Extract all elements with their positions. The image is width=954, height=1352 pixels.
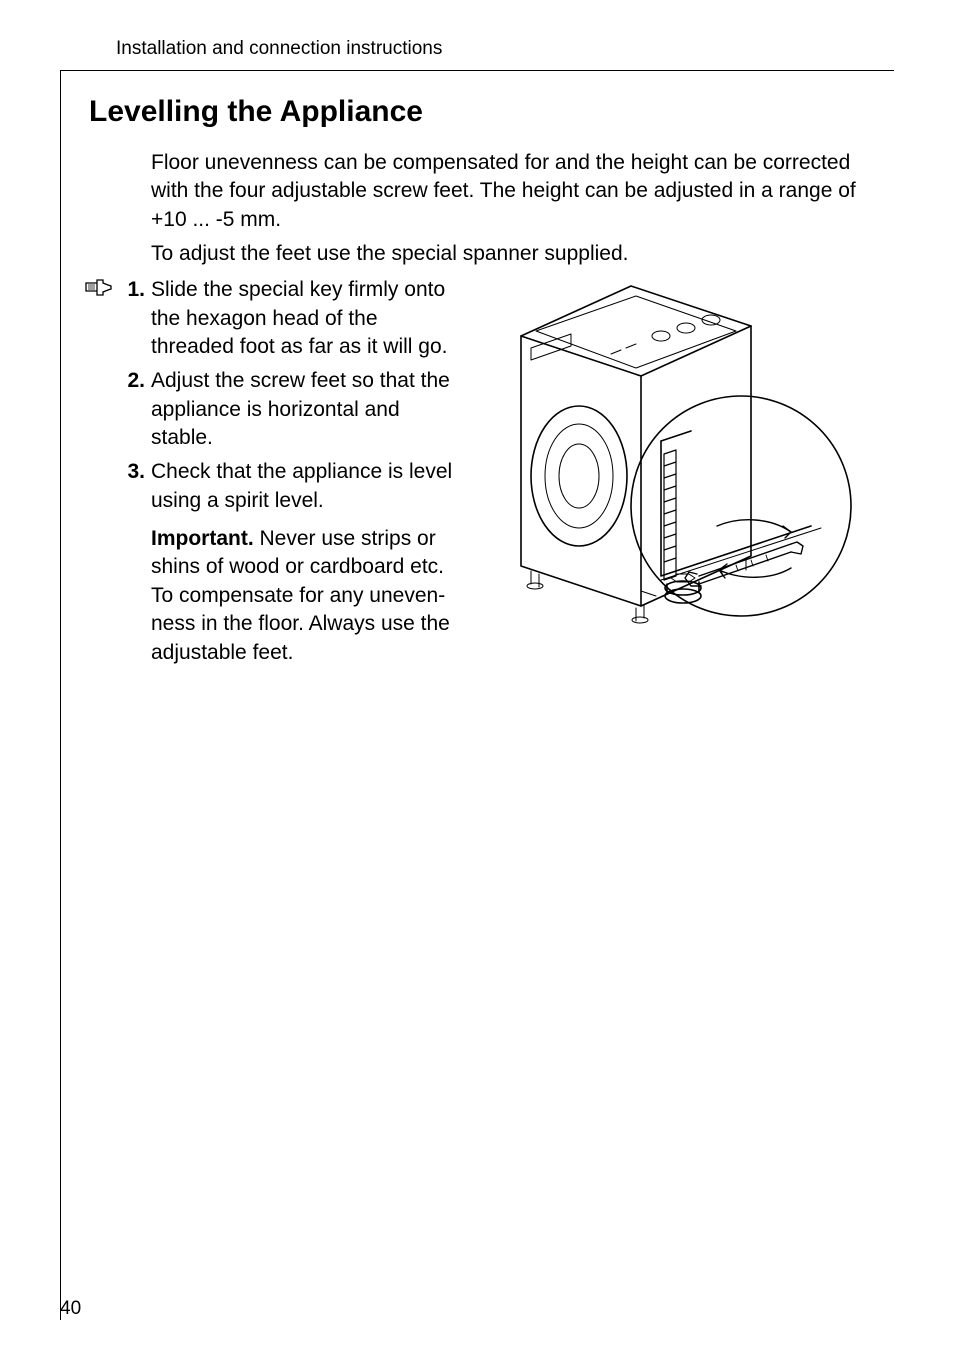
diagram-column bbox=[461, 276, 894, 666]
running-header: Installation and connection instructions bbox=[60, 38, 894, 70]
hand-pointer-icon bbox=[61, 276, 115, 361]
content-row: 1. Slide the special key firmly onto the… bbox=[61, 276, 894, 666]
important-label: Important. bbox=[151, 527, 254, 550]
content-frame: Levelling the Appliance Floor unevenness… bbox=[60, 70, 894, 1320]
step-1: 1. Slide the special key firmly onto the… bbox=[61, 276, 461, 361]
step-text: Slide the special key firmly onto the he… bbox=[151, 276, 461, 361]
step-number: 2. bbox=[115, 367, 151, 452]
intro-paragraph-1: Floor unevenness can be compensated for … bbox=[61, 149, 894, 234]
step-text: Adjust the screw feet so that the applia… bbox=[151, 367, 461, 452]
step-2: 2. Adjust the screw feet so that the app… bbox=[61, 367, 461, 452]
intro-paragraph-2: To adjust the feet use the special spann… bbox=[61, 240, 894, 268]
step-text: Check that the appliance is level using … bbox=[151, 458, 461, 515]
step-number: 1. bbox=[115, 276, 151, 361]
levelling-diagram bbox=[461, 276, 861, 636]
page-container: Installation and connection instructions… bbox=[0, 0, 954, 1352]
step-number: 3. bbox=[115, 458, 151, 515]
step-3: 3. Check that the appliance is level usi… bbox=[61, 458, 461, 515]
steps-column: 1. Slide the special key firmly onto the… bbox=[61, 276, 461, 666]
important-note: Important. Never use strips or shins of … bbox=[61, 525, 461, 667]
page-number: 40 bbox=[60, 1298, 81, 1320]
section-title: Levelling the Appliance bbox=[61, 95, 894, 129]
